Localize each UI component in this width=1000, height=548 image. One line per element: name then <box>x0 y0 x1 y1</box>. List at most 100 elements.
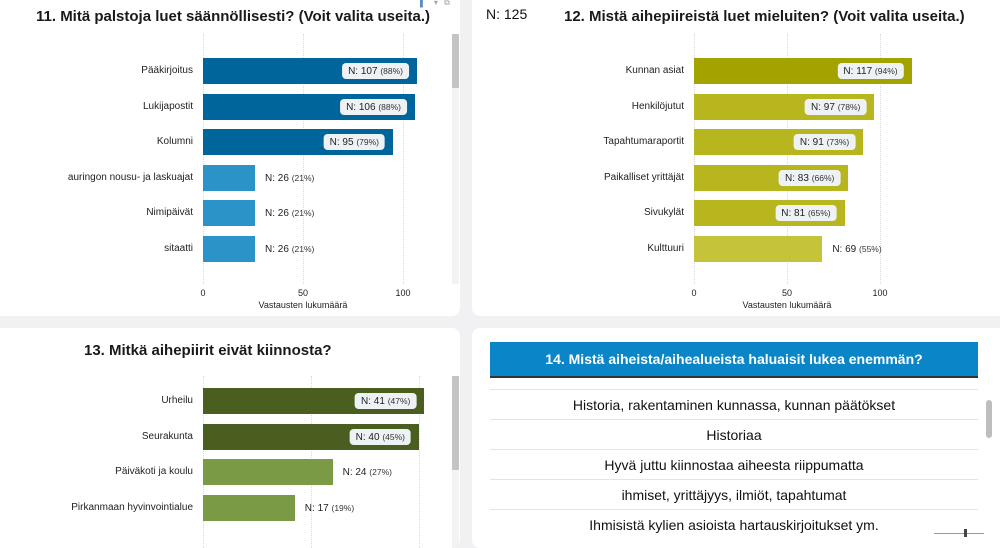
table-header: 14. Mistä aiheista/aihealueista haluaisi… <box>490 342 978 378</box>
percent-value: (21%) <box>291 172 315 183</box>
value-label: N: 81 (65%) <box>775 205 837 221</box>
value-label: N: 107 (88%) <box>342 63 409 79</box>
scrollbar[interactable] <box>452 34 459 284</box>
count-value: N: 17 <box>304 502 332 514</box>
percent-value: (19%) <box>331 502 355 513</box>
value-label: N: 17 (19%) <box>305 500 354 517</box>
scrollbar[interactable] <box>986 400 993 440</box>
panel-toolbar: ▌ ▾ ⧉ <box>420 0 450 8</box>
value-label: N: 117 (94%) <box>837 63 904 79</box>
filter-icon[interactable]: ▾ <box>433 0 438 7</box>
category-label: Kulttuuri <box>647 242 684 254</box>
scrollbar-thumb[interactable] <box>452 34 459 88</box>
x-axis-title: Vastausten lukumäärä <box>258 300 348 310</box>
gridline <box>880 34 881 284</box>
percent-value: (88%) <box>380 66 403 76</box>
count-value: N: 97 <box>811 101 838 113</box>
chart-title: 11. Mitä palstoja luet säännöllisesti? (… <box>36 8 430 25</box>
gridline <box>787 34 788 284</box>
percent-value: (78%) <box>837 101 861 112</box>
category-label: Nimipäivät <box>146 207 193 218</box>
value-label: N: 41 (47%) <box>355 393 417 409</box>
scrollbar[interactable] <box>452 376 459 548</box>
x-axis-title: Vastausten lukumäärä <box>742 300 832 310</box>
category-label: Sivukylät <box>643 207 684 218</box>
table-row: Historia, rakentaminen kunnassa, kunnan … <box>490 389 978 419</box>
zoom-slider[interactable] <box>930 528 1000 538</box>
category-label: Tapahtumaraportit <box>603 136 684 147</box>
value-label: N: 91 (73%) <box>793 134 856 150</box>
percent-value: (27%) <box>369 467 392 477</box>
count-value: N: 81 <box>781 208 808 219</box>
panel-q14: 14. Mistä aiheista/aihealueista haluaisi… <box>472 328 1000 548</box>
count-value: N: 24 <box>342 467 370 478</box>
value-label: N: 95 (79%) <box>323 134 385 150</box>
value-label: N: 40 (45%) <box>349 428 411 445</box>
table-row: ihmiset, yrittäjyys, ilmiöt, tapahtumat <box>490 479 978 509</box>
category-label: Pirkanmaan hyvinvointialue <box>71 501 193 513</box>
value-label: N: 26 (21%) <box>265 205 314 222</box>
percent-value: (73%) <box>826 137 850 147</box>
chart-title: 13. Mitkä aihepiirit eivät kiinnosta? <box>84 342 332 359</box>
percent-value: (94%) <box>874 66 898 76</box>
bar[interactable] <box>203 235 255 262</box>
bar[interactable] <box>203 459 333 485</box>
bar[interactable] <box>694 235 823 262</box>
percent-value: (21%) <box>291 208 315 218</box>
value-label: N: 97 (78%) <box>805 98 867 115</box>
panel-q13: 13. Mitkä aihepiirit eivät kiinnosta? Ur… <box>0 328 460 548</box>
count-value: N: 26 <box>265 243 292 255</box>
percent-value: (21%) <box>291 243 315 254</box>
panel-q11: 11. Mitä palstoja luet säännöllisesti? (… <box>0 0 460 316</box>
bar[interactable] <box>203 200 255 226</box>
scrollbar-thumb[interactable] <box>986 400 992 438</box>
x-tick-label: 100 <box>872 288 888 298</box>
percent-value: (79%) <box>356 137 379 147</box>
category-label: Henkilöjutut <box>631 100 684 112</box>
bar[interactable] <box>203 164 255 191</box>
panel-q12: N: 125 12. Mistä aihepiireistä luet miel… <box>472 0 1000 316</box>
category-label: Kolumni <box>156 136 193 147</box>
zoom-slider-handle[interactable] <box>964 529 967 537</box>
percent-value: (55%) <box>859 243 882 254</box>
count-value: N: 91 <box>799 137 827 148</box>
x-tick-label: 0 <box>691 288 697 298</box>
count-value: N: 83 <box>785 172 812 184</box>
category-label: Urheilu <box>161 395 193 406</box>
info-icon[interactable]: ▌ <box>420 0 426 7</box>
value-label: N: 26 (21%) <box>265 170 314 187</box>
table-row: Hyvä juttu kiinnostaa aiheesta riippumat… <box>490 449 978 479</box>
gridline <box>303 34 304 284</box>
value-label: N: 24 (27%) <box>343 464 392 481</box>
gridline <box>694 34 695 284</box>
percent-value: (45%) <box>382 431 405 442</box>
count-value: N: 69 <box>832 243 860 255</box>
value-label: N: 26 (21%) <box>265 241 314 258</box>
category-label: Paikalliset yrittäjät <box>603 171 684 183</box>
value-label: N: 83 (66%) <box>779 169 841 186</box>
chart-title: 12. Mistä aihepiireistä luet mieluiten? … <box>564 8 965 25</box>
bar-chart-q11: 0 50 100 Vastausten lukumäärä Pääkirjoitus N:… <box>0 0 460 316</box>
category-label: sitaatti <box>164 242 193 254</box>
x-tick-label: 0 <box>200 288 206 298</box>
count-value: N: 40 <box>355 431 383 443</box>
value-label: N: 69 (55%) <box>832 241 881 258</box>
count-value: N: 106 <box>346 101 379 113</box>
bar[interactable] <box>203 494 295 521</box>
percent-value: (65%) <box>807 208 831 218</box>
percent-value: (47%) <box>387 396 411 406</box>
count-value: N: 26 <box>265 172 292 184</box>
expand-icon[interactable]: ⧉ <box>444 0 450 7</box>
category-label: auringon nousu- ja laskuajat <box>67 171 193 183</box>
gridline <box>419 376 420 548</box>
scrollbar-thumb[interactable] <box>452 376 459 470</box>
x-tick-label: 50 <box>297 288 309 298</box>
percent-value: (66%) <box>811 172 835 183</box>
x-tick-label: 50 <box>781 288 793 298</box>
table-row: Ihmisistä kylien asioista hartauskirjoit… <box>490 509 978 539</box>
category-label: Seurakunta <box>141 430 193 442</box>
percent-value: (88%) <box>378 101 401 112</box>
x-tick-label: 100 <box>395 288 411 298</box>
bar-chart-q13: Urheilu N: 41 (47%) Seurakunta N: 40 (45%) P… <box>0 328 460 548</box>
bar-chart-q12: 0 50 100 Vastausten lukumäärä Kunnan asiat N:… <box>472 0 1000 316</box>
